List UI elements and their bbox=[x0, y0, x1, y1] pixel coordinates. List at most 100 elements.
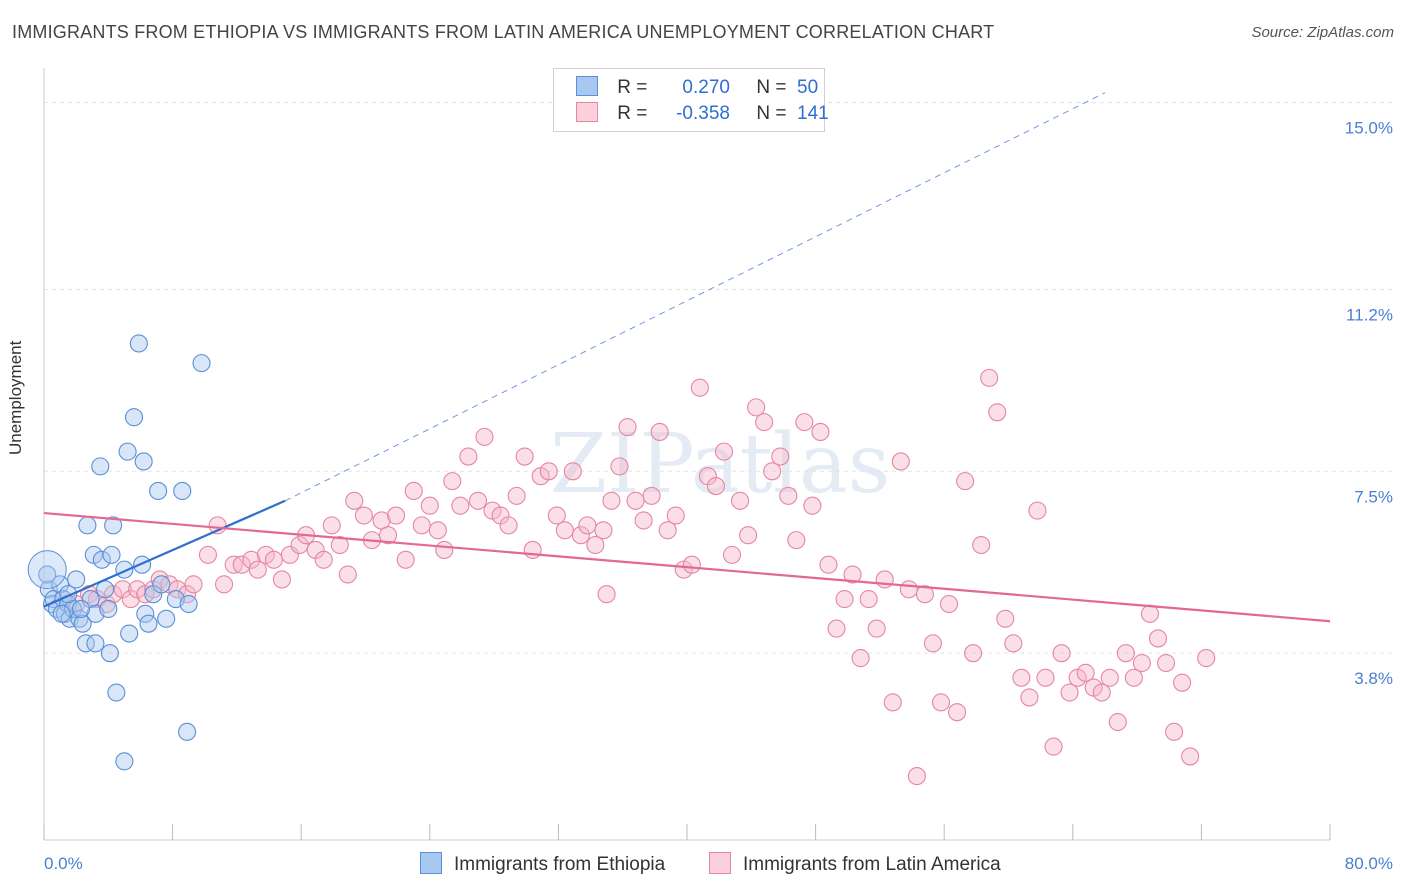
latin-america-point bbox=[459, 447, 478, 466]
latin-america-point bbox=[779, 486, 798, 505]
ethiopia-point bbox=[100, 644, 119, 663]
latin-america-point bbox=[468, 491, 488, 510]
latin-america-point bbox=[755, 413, 774, 432]
bottom-legend-ethiopia: Immigrants from Ethiopia bbox=[420, 852, 665, 876]
latin-america-point bbox=[883, 693, 902, 712]
latin-america-point bbox=[451, 496, 470, 515]
latin-america-point bbox=[666, 506, 685, 525]
latin-america-point bbox=[1052, 644, 1071, 663]
watermark: ZIPatlas bbox=[550, 417, 890, 512]
latin-america-point bbox=[280, 545, 299, 564]
ethiopia-point bbox=[157, 609, 176, 628]
latin-america-point bbox=[539, 462, 558, 481]
latin-america-point bbox=[1012, 668, 1031, 687]
latin-america-point bbox=[1165, 722, 1184, 741]
ethiopia-point bbox=[39, 580, 58, 599]
ethiopia-point bbox=[179, 594, 198, 614]
legend-n-value: 141 bbox=[797, 103, 829, 124]
latin-america-point bbox=[658, 521, 677, 540]
ethiopia-point bbox=[99, 599, 118, 618]
latin-america-point bbox=[867, 619, 886, 638]
latin-america-point bbox=[747, 398, 766, 417]
legend-r-value: -0.358 bbox=[676, 103, 730, 124]
latin-america-point bbox=[730, 491, 750, 510]
legend-n-value: 50 bbox=[797, 77, 819, 98]
latin-america-point bbox=[555, 521, 574, 540]
ethiopia-point bbox=[124, 408, 144, 427]
latin-america-point bbox=[594, 521, 613, 540]
ethiopia-point bbox=[192, 354, 211, 373]
latin-america-point bbox=[1060, 683, 1079, 702]
ethiopia-point bbox=[173, 481, 192, 501]
legend-r-value: 0.270 bbox=[682, 77, 730, 98]
latin-america-point bbox=[771, 447, 790, 466]
ethiopia-point bbox=[102, 545, 121, 564]
latin-america-point bbox=[915, 585, 934, 604]
latin-america-point bbox=[184, 575, 203, 594]
latin-america-point bbox=[1197, 649, 1216, 668]
ethiopia-point bbox=[107, 683, 126, 702]
latin-america-point bbox=[610, 457, 629, 476]
latin-america-point bbox=[597, 585, 616, 604]
latin-america-point bbox=[859, 590, 878, 609]
latin-america-point bbox=[322, 516, 341, 535]
latin-america-point bbox=[634, 511, 653, 530]
latin-america-point bbox=[272, 570, 291, 589]
latin-america-point bbox=[827, 619, 846, 638]
bottom-legend-swatch-blue bbox=[420, 852, 442, 874]
bottom-legend-label: Immigrants from Latin America bbox=[743, 854, 1001, 875]
latin-america-point bbox=[964, 644, 983, 663]
latin-america-point bbox=[899, 580, 918, 599]
latin-america-point bbox=[1076, 663, 1095, 682]
latin-america-point bbox=[1140, 604, 1160, 623]
latin-america-point bbox=[1028, 501, 1047, 520]
ethiopia-point bbox=[178, 722, 197, 741]
latin-america-point bbox=[1020, 688, 1039, 707]
legend-row-latin-america: R = -0.358 N = 141 bbox=[576, 102, 829, 126]
ethiopia-point bbox=[81, 590, 100, 609]
legend-n-label: N = bbox=[756, 103, 787, 124]
latin-america-point bbox=[264, 550, 283, 569]
latin-america-point bbox=[338, 565, 357, 584]
ethiopia-point bbox=[73, 614, 92, 633]
latin-america-point bbox=[1092, 683, 1111, 702]
latin-america-point bbox=[475, 427, 494, 446]
latin-america-point bbox=[939, 594, 959, 614]
latin-america-point bbox=[907, 767, 926, 786]
ethiopia-point bbox=[92, 550, 111, 569]
latin-america-point bbox=[354, 506, 373, 525]
latin-america-point bbox=[1044, 737, 1063, 756]
ethiopia-point bbox=[129, 334, 148, 353]
ethiopia-point bbox=[86, 634, 105, 653]
latin-america-point bbox=[931, 693, 951, 712]
ethiopia-point bbox=[71, 599, 91, 618]
latin-america-point bbox=[642, 486, 661, 505]
latin-america-point bbox=[314, 550, 333, 569]
latin-america-point bbox=[1124, 668, 1143, 687]
latin-america-point bbox=[1132, 653, 1151, 673]
legend-swatch-pink bbox=[576, 102, 598, 122]
latin-america-point bbox=[602, 491, 621, 510]
latin-america-point bbox=[586, 535, 605, 555]
latin-america-point bbox=[242, 550, 261, 569]
latin-america-trend-line bbox=[43, 511, 1331, 623]
latin-america-point bbox=[428, 521, 447, 540]
latin-america-point bbox=[980, 368, 999, 387]
latin-america-point bbox=[1116, 644, 1135, 663]
ethiopia-point bbox=[136, 604, 155, 623]
latin-america-point bbox=[571, 526, 590, 545]
correlation-legend: R = 0.270 N = 50 R = -0.358 N = 141 bbox=[553, 68, 829, 132]
latin-america-point bbox=[1173, 673, 1192, 692]
latin-america-point bbox=[121, 590, 140, 609]
legend-r-label: R = bbox=[617, 77, 648, 98]
latin-america-point bbox=[996, 609, 1015, 628]
ethiopia-point bbox=[118, 442, 137, 461]
latin-america-point bbox=[763, 462, 782, 481]
ethiopia-point bbox=[78, 516, 97, 535]
latin-america-point bbox=[214, 575, 234, 594]
ethiopia-point bbox=[152, 575, 171, 594]
latin-america-point bbox=[198, 545, 218, 564]
y-tick-label: 3.8% bbox=[1354, 669, 1393, 688]
ethiopia-point bbox=[134, 452, 153, 471]
